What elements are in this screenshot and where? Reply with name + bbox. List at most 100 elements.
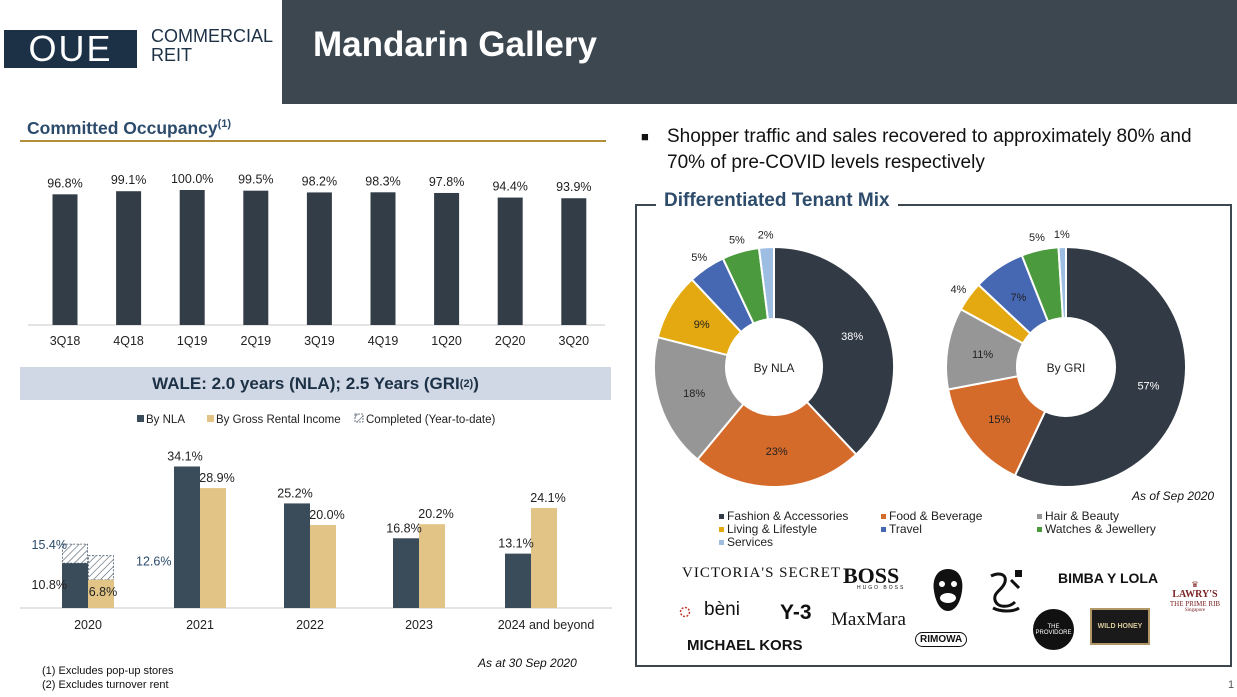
occupancy-bar — [179, 190, 205, 325]
wale-bar-label-nla: 16.8% — [386, 521, 421, 535]
wale-bar-label-gri: 20.2% — [418, 507, 453, 521]
wale-bar-gri — [310, 525, 336, 608]
occupancy-bar-label: 94.4% — [492, 180, 527, 194]
tenant-mix-box — [635, 204, 1232, 667]
occupancy-bar — [306, 192, 332, 325]
donut-label: 7% — [1011, 292, 1027, 304]
wale-bar-label-nla: 10.8% — [32, 578, 67, 592]
occupancy-x-label: 3Q20 — [559, 334, 590, 348]
donut-label: 5% — [691, 252, 707, 264]
donut-slice — [1013, 245, 1187, 488]
wale-bar-nla — [284, 503, 310, 608]
footnote-1: (1) Excludes pop-up stores — [42, 665, 174, 677]
wale-bar-gri — [88, 579, 114, 608]
brand-maxmara: MaxMara — [831, 609, 906, 630]
brand-wild-honey-text: WILD HONEY — [1097, 623, 1143, 630]
brand-the-providore: THE PROVIDORE — [1033, 609, 1074, 650]
occupancy-bar — [434, 192, 460, 325]
legend-label-completed: Completed (Year-to-date) — [366, 414, 496, 426]
donut-slice — [1057, 245, 1067, 320]
donut-label: 11% — [972, 349, 993, 361]
brand-the-providore-text: THE PROVIDORE — [1035, 623, 1072, 636]
legend-swatch — [1037, 527, 1042, 532]
wale-completed-label: 15.4% — [32, 538, 67, 552]
donut-slice — [653, 335, 745, 461]
wale-bar-gri — [419, 524, 445, 608]
wale-bar-nla — [393, 538, 419, 608]
wale-bar-label-gri: 28.9% — [199, 471, 234, 485]
tenant-mix-note: As of Sep 2020 — [1132, 489, 1215, 503]
legend-swatch — [881, 514, 886, 519]
occupancy-bar-label: 97.8% — [429, 175, 464, 189]
occupancy-x-label: 4Q19 — [368, 334, 399, 348]
legend-swatch-nla — [137, 415, 144, 422]
occupancy-title: Committed Occupancy(1) — [27, 118, 231, 139]
lawrys-mark-icon: ♛ — [1191, 580, 1199, 589]
legend-label: Travel — [889, 522, 922, 536]
wale-bar-label-gri: 20.0% — [309, 508, 344, 522]
donut-label: 9% — [694, 319, 710, 331]
donut-label: 23% — [766, 446, 788, 458]
occupancy-bar-label: 100.0% — [171, 172, 213, 186]
wale-completed-bar — [88, 555, 114, 581]
brand-lawrys: ♛ LAWRY'S THE PRIME RIB Singapore — [1166, 580, 1224, 613]
legend-label-gri: By Gross Rental Income — [216, 414, 341, 426]
bullet-marker: ■ — [641, 129, 649, 144]
occupancy-x-label: 1Q19 — [177, 334, 208, 348]
donut-label: 15% — [988, 414, 1010, 426]
wale-title-sup: (2) — [459, 377, 474, 390]
legend-label: Hair & Beauty — [1045, 509, 1119, 523]
tenant-mix-title: Differentiated Tenant Mix — [656, 190, 898, 212]
wale-bar-nla — [174, 466, 200, 608]
wale-x-label: 2020 — [74, 618, 102, 632]
wale-note: As at 30 Sep 2020 — [478, 656, 577, 670]
brand-prime-rib-text: THE PRIME RIB — [1169, 600, 1221, 608]
wale-x-label: 2024 and beyond — [498, 618, 595, 632]
legend-label: Watches & Jewellery — [1045, 522, 1156, 536]
occupancy-x-label: 2Q20 — [495, 334, 526, 348]
legend-swatch — [1037, 514, 1042, 519]
occupancy-title-sup: (1) — [217, 118, 232, 131]
wale-bar-label-gri: 6.8% — [89, 585, 118, 599]
occupancy-x-label: 2Q19 — [241, 334, 272, 348]
occupancy-bar-label: 98.2% — [302, 174, 337, 188]
donut-slice — [757, 245, 775, 321]
wale-bar-label-nla: 13.1% — [498, 537, 533, 551]
brand-michael-kors: MICHAEL KORS — [687, 637, 803, 654]
wale-bar-label-nla: 34.1% — [167, 449, 202, 463]
legend-label-nla: By NLA — [146, 414, 185, 426]
logo: OUE — [4, 28, 137, 69]
occupancy-bar — [52, 194, 78, 325]
occupancy-chart: 96.8% 3Q18 99.1% 4Q18 100.0% 1Q19 99.5% 2Q19 98.… — [28, 172, 605, 348]
donut-label: 4% — [950, 284, 966, 296]
occupancy-bar — [243, 190, 269, 325]
page-number: 1 — [1228, 679, 1235, 691]
legend-swatch-completed — [354, 413, 364, 423]
footnote-2: (2) Excludes turnover rent — [42, 679, 169, 691]
occupancy-x-label: 4Q18 — [113, 334, 144, 348]
donut-center-label: By NLA — [754, 361, 795, 375]
occupancy-bar-label: 93.9% — [556, 180, 591, 194]
legend-label: Food & Beverage — [889, 509, 983, 523]
occupancy-x-label: 3Q18 — [50, 334, 81, 348]
legend-swatch — [719, 527, 724, 532]
donut-center-label: By GRI — [1047, 361, 1086, 375]
donut-slice — [773, 245, 895, 456]
legend-swatch — [719, 514, 724, 519]
occupancy-bar — [370, 192, 396, 325]
page-title: Mandarin Gallery — [313, 25, 597, 64]
wale-bar-nla — [62, 563, 88, 608]
wale-bar-gri — [200, 488, 226, 608]
brand-lawrys-text: LAWRY'S — [1172, 589, 1218, 600]
brand-bimba-y-lola: BIMBA Y LOLA — [1058, 570, 1159, 586]
brand-beni: bèni — [704, 599, 740, 620]
wale-bar-label-nla: 25.2% — [277, 486, 312, 500]
header-bar — [282, 0, 1237, 104]
tenant-mix-pies: 38% 23% 18% 9% 5% 5% 2% By NLA 57% 15% 11% 4% 7% 5% 1%… — [653, 229, 1187, 549]
logo-sub-line2: REIT — [151, 45, 193, 65]
legend-label: Fashion & Accessories — [727, 509, 848, 523]
legend-swatch — [719, 540, 724, 545]
wale-title: WALE: 2.0 years (NLA); 2.5 Years (GRI (2)… — [20, 367, 611, 400]
occupancy-rule — [20, 140, 606, 142]
logo-sub-line1: COMMERCIAL — [151, 26, 274, 46]
